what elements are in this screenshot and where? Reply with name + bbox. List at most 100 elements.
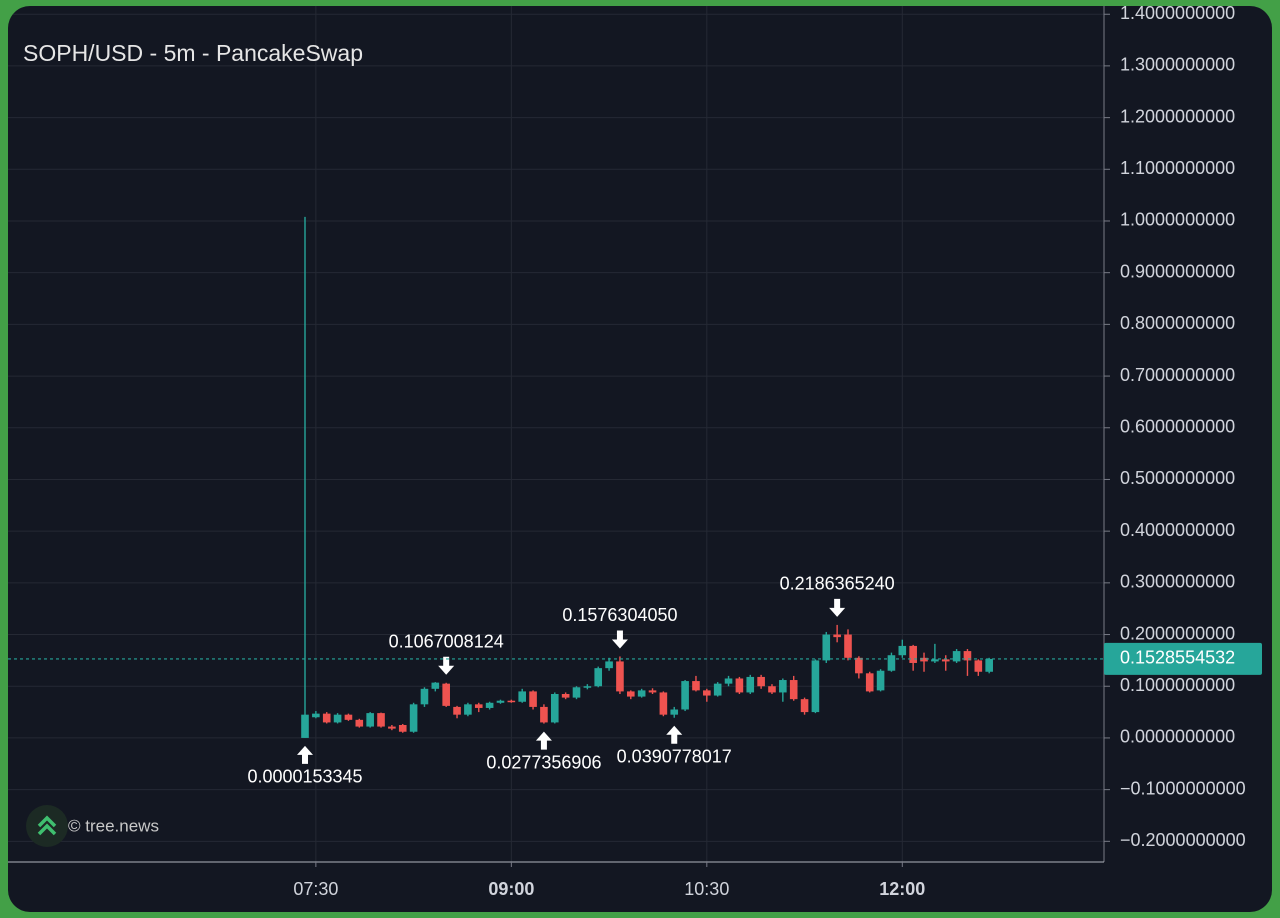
y-tick-label: 1.1000000000 bbox=[1120, 158, 1235, 178]
chart-panel: SOPH/USD - 5m - PancakeSwap © tree.news … bbox=[8, 6, 1272, 912]
annotation-arrow bbox=[611, 630, 628, 649]
candle-body bbox=[366, 713, 374, 727]
candle-body bbox=[800, 699, 809, 713]
x-tick-label: 07:30 bbox=[293, 879, 338, 899]
candle-body bbox=[301, 714, 309, 738]
y-tick-label: 1.2000000000 bbox=[1120, 106, 1235, 126]
candle-body bbox=[431, 682, 440, 689]
candle-body bbox=[637, 690, 646, 697]
y-tick-label: 0.9000000000 bbox=[1120, 261, 1235, 281]
y-tick-label: 0.2000000000 bbox=[1120, 623, 1235, 643]
y-tick-label: 0.3000000000 bbox=[1120, 572, 1235, 592]
candle-body bbox=[496, 700, 505, 703]
annotation-label: 0.0000153345 bbox=[247, 767, 362, 787]
y-tick-label: 0.0000000000 bbox=[1120, 727, 1235, 747]
y-tick-label: 1.3000000000 bbox=[1120, 55, 1235, 75]
candle-body bbox=[844, 634, 852, 658]
candle-body bbox=[659, 692, 668, 715]
candle-body bbox=[887, 655, 896, 671]
y-tick-label: 0.6000000000 bbox=[1120, 417, 1235, 437]
candle-body bbox=[474, 704, 483, 708]
candle-body bbox=[941, 659, 950, 662]
candle-body bbox=[312, 713, 320, 718]
candle-body bbox=[322, 713, 331, 723]
candle-body bbox=[453, 706, 461, 715]
candle-body bbox=[952, 651, 961, 662]
annotation-arrow bbox=[438, 656, 455, 675]
candle-body bbox=[540, 706, 548, 723]
candle-body bbox=[974, 660, 983, 672]
candle-body bbox=[931, 659, 939, 662]
candle-body bbox=[746, 676, 755, 693]
y-tick-label: 0.1000000000 bbox=[1120, 675, 1235, 695]
candle-body bbox=[442, 683, 450, 706]
candle-body bbox=[627, 691, 635, 697]
candle-body bbox=[768, 686, 776, 693]
annotation-label: 0.0390778017 bbox=[617, 746, 732, 766]
last-price-tag bbox=[1104, 642, 1262, 675]
candle-body bbox=[550, 693, 559, 723]
annotation-label: 0.1576304050 bbox=[562, 605, 677, 625]
candle-body bbox=[735, 678, 744, 693]
candle-body bbox=[963, 651, 972, 661]
candle-body bbox=[333, 714, 342, 723]
candle-body bbox=[865, 673, 874, 692]
y-tick-label: 0.7000000000 bbox=[1120, 365, 1235, 385]
x-tick-label: 12:00 bbox=[879, 879, 925, 899]
candle-body bbox=[876, 670, 885, 691]
y-tick-label: −0.1000000000 bbox=[1120, 778, 1246, 798]
annotation-label: 0.0277356906 bbox=[486, 752, 601, 772]
candle-body bbox=[681, 681, 689, 710]
annotation-arrow bbox=[829, 598, 846, 617]
candle-body bbox=[789, 680, 798, 700]
grid bbox=[8, 6, 1104, 862]
y-tick-label: 0.4000000000 bbox=[1120, 520, 1235, 540]
candle-body bbox=[355, 719, 364, 727]
candle-body bbox=[670, 709, 679, 715]
candle-body bbox=[811, 660, 820, 713]
candle-body bbox=[616, 661, 624, 692]
chart-title: SOPH/USD - 5m - PancakeSwap bbox=[23, 40, 363, 66]
candle-body bbox=[594, 668, 603, 687]
candle-body bbox=[779, 680, 787, 693]
candle-body bbox=[344, 714, 353, 720]
candle-body bbox=[529, 691, 537, 707]
candle-body bbox=[855, 657, 863, 674]
candle-body bbox=[898, 645, 907, 656]
candle-body bbox=[572, 687, 581, 698]
annotation-label: 0.1067008124 bbox=[389, 632, 504, 652]
watermark: © tree.news bbox=[68, 816, 159, 835]
y-tick-label: 1.4000000000 bbox=[1120, 6, 1235, 23]
annotation-arrow bbox=[666, 725, 683, 744]
annotation-arrow bbox=[535, 731, 552, 750]
last-price-label: 0.1528554532 bbox=[1120, 648, 1235, 668]
annotation-arrow bbox=[297, 745, 313, 764]
logo-icon bbox=[37, 815, 57, 836]
candle-body bbox=[757, 676, 765, 687]
candle-body bbox=[713, 683, 722, 696]
candle-body bbox=[703, 690, 711, 696]
candles bbox=[301, 216, 993, 738]
candle-body bbox=[692, 681, 700, 691]
candle-body bbox=[420, 688, 429, 705]
y-tick-label: −0.2000000000 bbox=[1120, 830, 1246, 850]
candle-body bbox=[822, 634, 831, 661]
x-tick-label: 10:30 bbox=[684, 879, 729, 899]
candle-body bbox=[909, 645, 917, 663]
candle-body bbox=[985, 658, 993, 672]
candle-body bbox=[833, 634, 841, 638]
candle-body bbox=[920, 657, 928, 662]
candle-body bbox=[561, 693, 570, 698]
candle-body bbox=[464, 704, 472, 715]
candle-body bbox=[485, 702, 494, 708]
candle-body bbox=[583, 686, 592, 688]
candle-body bbox=[377, 713, 385, 727]
y-tick-label: 1.0000000000 bbox=[1120, 210, 1235, 230]
chart: SOPH/USD - 5m - PancakeSwap © tree.news … bbox=[8, 6, 1262, 899]
candle-body bbox=[409, 704, 418, 732]
candle-body bbox=[605, 661, 613, 669]
candle-body bbox=[388, 726, 396, 729]
candle-body bbox=[648, 690, 657, 693]
y-tick-label: 0.8000000000 bbox=[1120, 313, 1235, 333]
candle-body bbox=[507, 700, 516, 703]
